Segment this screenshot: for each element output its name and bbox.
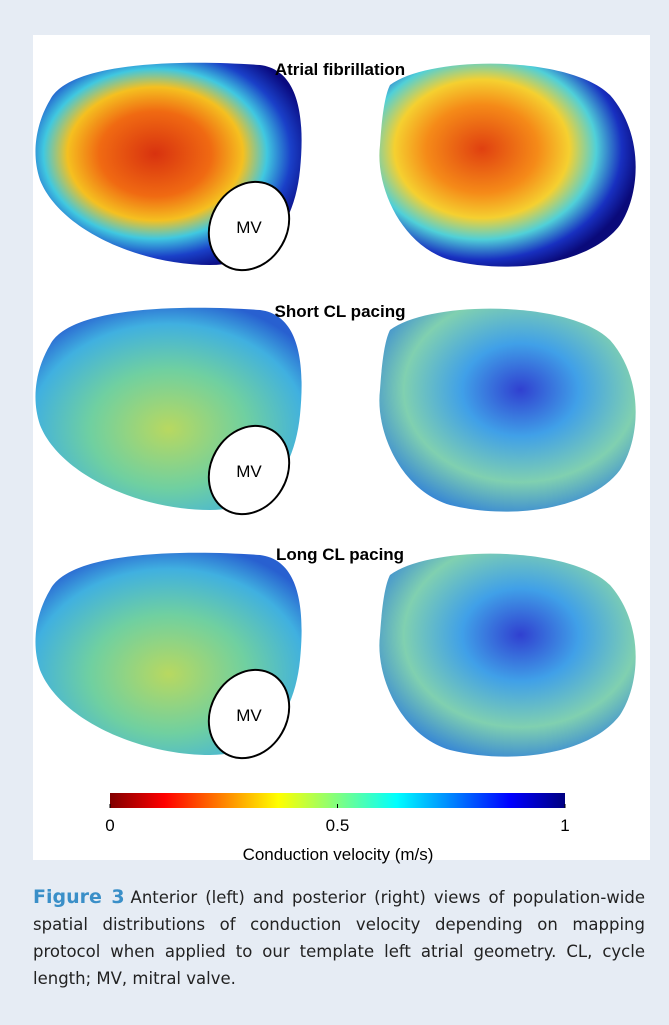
left-atrium-posterior (379, 63, 636, 267)
mitral-valve (207, 668, 291, 760)
caption-text: Anterior (left) and posterior (right) vi… (33, 888, 645, 988)
valve-label: MV (236, 462, 262, 481)
row: Long CL pacing MV (35, 545, 636, 760)
colorbar-ticks: 0 0.5 1 (105, 804, 570, 835)
row: Short CL pacing MV (35, 302, 636, 516)
tick-label: 0 (105, 816, 114, 835)
valve-label: MV (236, 218, 262, 237)
tick-label: 0.5 (326, 816, 350, 835)
row: Atrial fibrillation MV (35, 60, 636, 272)
panel-title: Long CL pacing (276, 545, 404, 564)
caption: Figure 3 Anterior (left) and posterior (r… (33, 884, 645, 992)
caption-label: Figure 3 (33, 886, 125, 908)
valve-label: MV (236, 706, 262, 725)
mitral-valve (207, 180, 291, 272)
left-atrium-posterior (379, 553, 636, 757)
mitral-valve (207, 424, 291, 516)
panel-title: Atrial fibrillation (275, 60, 405, 79)
colorbar (110, 793, 565, 808)
tick-label: 1 (560, 816, 569, 835)
colorbar-label: Conduction velocity (m/s) (243, 845, 434, 864)
panel-title: Short CL pacing (275, 302, 406, 321)
left-atrium-posterior (379, 308, 636, 512)
figure: Atrial fibrillation MV Short CL pacing M… (33, 35, 650, 864)
